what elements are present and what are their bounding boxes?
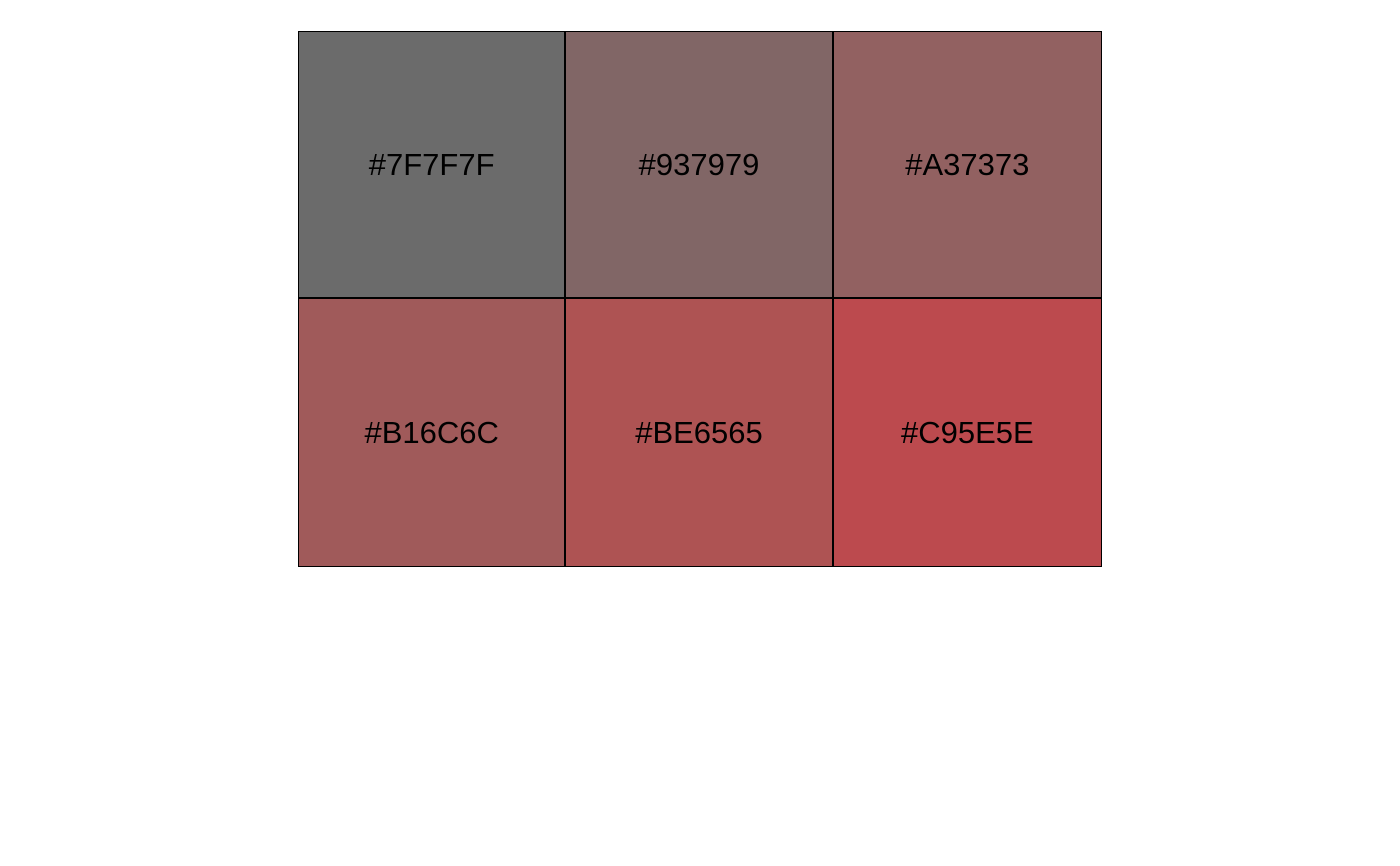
swatch-hex-label: #B16C6C [364,414,499,450]
swatch-hex-label: #7F7F7F [368,146,495,182]
color-swatch: #937979 [566,32,834,299]
color-swatch: #B16C6C [299,299,567,566]
color-swatch: #7F7F7F [299,32,567,299]
swatch-hex-label: #937979 [638,146,760,182]
color-swatch: #C95E5E [833,299,1101,566]
swatch-hex-label: #C95E5E [900,414,1034,450]
swatch-hex-label: #A37373 [905,146,1030,182]
color-swatch: #A37373 [833,32,1101,299]
color-swatch: #BE6565 [566,299,834,566]
swatch-hex-label: #BE6565 [635,414,763,450]
color-swatch-grid: #7F7F7F #937979 #A37373 #B16C6C #BE6565 … [298,31,1102,567]
